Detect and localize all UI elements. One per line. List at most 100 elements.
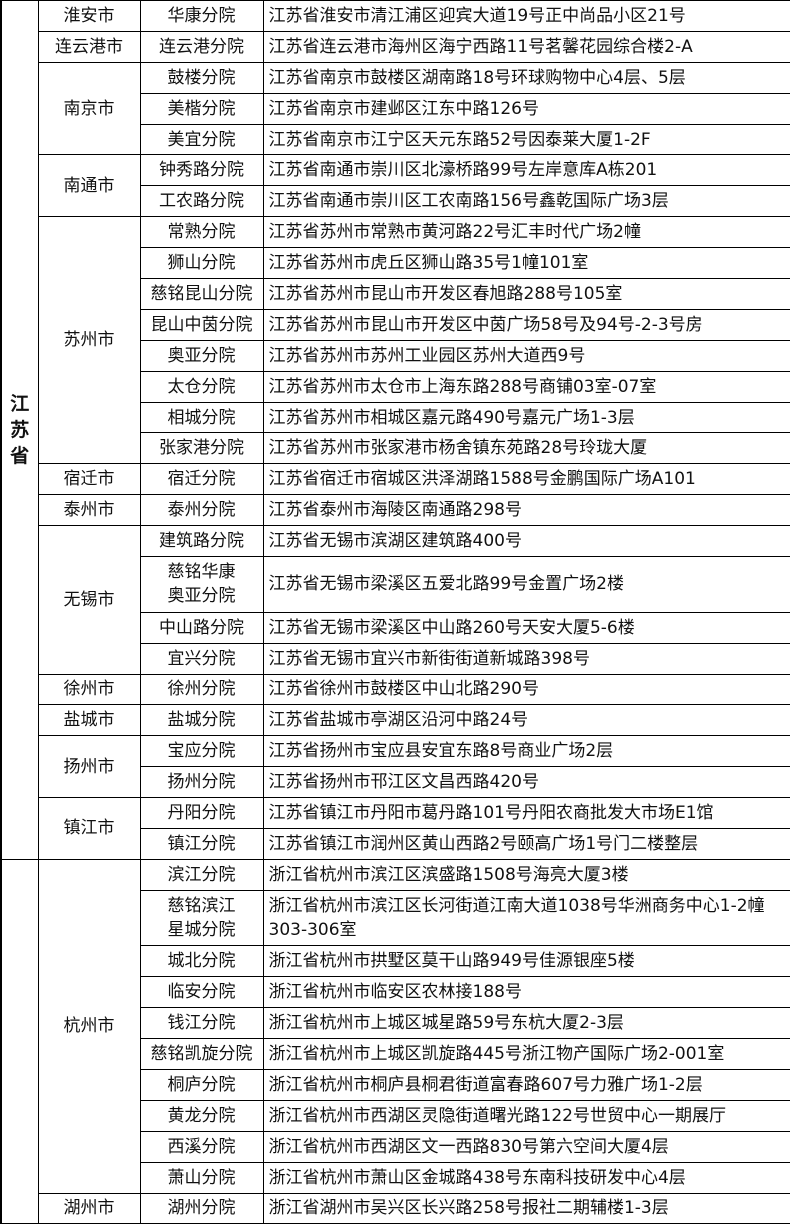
branch-cell: 张家港分院 bbox=[139, 432, 264, 465]
branch-cell: 萧山分院 bbox=[139, 1161, 264, 1194]
branch-cell: 宜兴分院 bbox=[139, 642, 264, 675]
branch-cell: 滨江分院 bbox=[139, 858, 264, 891]
address-cell: 浙江省杭州市滨江区滨盛路1508号海亮大厦3楼 bbox=[262, 858, 790, 891]
city-cell: 南通市 bbox=[37, 154, 141, 218]
address-cell: 江苏省扬州市宝应县安宜东路8号商业广场2层 bbox=[262, 735, 790, 768]
branch-cell: 慈铭昆山分院 bbox=[139, 278, 264, 310]
address-cell: 江苏省镇江市丹阳市葛丹路101号丹阳农商批发大市场E1馆 bbox=[262, 797, 790, 829]
table-row: 湖州市 湖州分院 浙江省湖州市吴兴区长兴路258号报社二期辅楼1-3层 bbox=[1, 1192, 790, 1224]
table-row: 江苏省 淮安市 华康分院 江苏省淮安市清江浦区迎宾大道19号正中尚品小区21号 bbox=[0, 0, 790, 860]
province-cell bbox=[0, 858, 39, 1224]
branch-cell: 慈铭凯旋分院 bbox=[139, 1038, 264, 1070]
branch-cell: 泰州分院 bbox=[139, 494, 264, 527]
branch-cell: 湖州分院 bbox=[139, 1192, 264, 1224]
table-row: 扬州市 宝应分院 江苏省扬州市宝应县安宜东路8号商业广场2层 bbox=[1, 735, 790, 799]
address-cell: 浙江省杭州市萧山区金城路438号东南科技研发中心4层 bbox=[262, 1161, 790, 1194]
branch-cell: 丹阳分院 bbox=[139, 797, 264, 829]
table-row: 太仓分院 江苏省苏州市太仓市上海东路288号商铺03室-07室 bbox=[1, 370, 790, 403]
table-row: 南京市 鼓楼分院 江苏省南京市鼓楼区湖南路18号环球购物中心4层、5层 bbox=[1, 61, 790, 156]
address-cell: 江苏省无锡市滨湖区建筑路400号 bbox=[262, 525, 790, 558]
table-row: 盐城市 盐城分院 江苏省盐城市亭湖区沿河中路24号 bbox=[1, 704, 790, 737]
address-cell: 江苏省无锡市梁溪区中山路260号天安大厦5-6楼 bbox=[262, 611, 790, 644]
address-cell: 江苏省南京市江宁区天元东路52号因泰莱大厦1-2F bbox=[262, 123, 790, 156]
branch-cell: 钟秀路分院 bbox=[139, 154, 264, 187]
table-row: 临安分院 浙江省杭州市临安区农林接188号 bbox=[1, 976, 790, 1009]
branch-cell: 盐城分院 bbox=[139, 704, 264, 737]
address-cell: 江苏省无锡市梁溪区五爱北路99号金置广场2楼 bbox=[262, 556, 790, 613]
address-cell: 江苏省苏州市太仓市上海东路288号商铺03室-07室 bbox=[262, 370, 790, 403]
address-cell: 江苏省苏州市苏州工业园区苏州大道西9号 bbox=[262, 339, 790, 372]
table-row: 宿迁市 宿迁分院 江苏省宿迁市宿城区洪泽湖路1588号金鹏国际广场A101 bbox=[1, 463, 790, 496]
address-cell: 江苏省苏州市相城区嘉元路490号嘉元广场1-3层 bbox=[262, 401, 790, 434]
table-row: 苏州市 常熟分院 江苏省苏州市常熟市黄河路22号汇丰时代广场2幢 bbox=[1, 216, 790, 465]
branch-cell: 城北分院 bbox=[139, 945, 264, 978]
address-cell: 江苏省苏州市虎丘区狮山路35号1幢101室 bbox=[262, 247, 790, 280]
branch-cell: 西溪分院 bbox=[139, 1130, 264, 1163]
address-cell: 浙江省杭州市上城区城星路59号东杭大厦2-3层 bbox=[262, 1007, 790, 1040]
table-row: 桐庐分院 浙江省杭州市桐庐县桐君街道富春路607号力雅广场1-2层 bbox=[1, 1068, 790, 1101]
address-cell: 浙江省杭州市西湖区灵隐街道曙光路122号世贸中心一期展厅 bbox=[262, 1099, 790, 1132]
branch-cell: 镇江分院 bbox=[139, 827, 264, 860]
table-row: 镇江分院 江苏省镇江市润州区黄山西路2号颐高广场1号门二楼整层 bbox=[1, 827, 790, 860]
table-row: 镇江市 丹阳分院 江苏省镇江市丹阳市葛丹路101号丹阳农商批发大市场E1馆 bbox=[1, 797, 790, 860]
address-cell: 江苏省泰州市海陵区南通路298号 bbox=[262, 494, 790, 527]
table-row: 宜兴分院 江苏省无锡市宜兴市新街街道新城路398号 bbox=[1, 642, 790, 675]
address-cell: 江苏省扬州市邗江区文昌西路420号 bbox=[262, 766, 790, 799]
table-row: 工农路分院 江苏省南通市崇川区工农南路156号鑫乾国际广场3层 bbox=[1, 185, 790, 218]
address-cell: 江苏省镇江市润州区黄山西路2号颐高广场1号门二楼整层 bbox=[262, 827, 790, 860]
branch-cell: 桐庐分院 bbox=[139, 1068, 264, 1101]
province-name: 江苏省 bbox=[10, 392, 30, 467]
address-cell: 浙江省杭州市西湖区文一西路830号第六空间大厦4层 bbox=[262, 1130, 790, 1163]
branch-cell: 中山路分院 bbox=[139, 611, 264, 644]
address-cell: 浙江省湖州市吴兴区长兴路258号报社二期辅楼1-3层 bbox=[262, 1192, 790, 1224]
branch-cell: 临安分院 bbox=[139, 976, 264, 1009]
city-cell: 苏州市 bbox=[37, 216, 141, 465]
table-row: 无锡市 建筑路分院 江苏省无锡市滨湖区建筑路400号 bbox=[1, 525, 790, 675]
address-cell: 江苏省无锡市宜兴市新街街道新城路398号 bbox=[262, 642, 790, 675]
branch-cell: 慈铭滨江 星城分院 bbox=[139, 889, 264, 947]
table-row: 奥亚分院 江苏省苏州市苏州工业园区苏州大道西9号 bbox=[1, 339, 790, 372]
table-row: 慈铭凯旋分院 浙江省杭州市上城区凯旋路445号浙江物产国际广场2-001室 bbox=[1, 1038, 790, 1070]
table-row: 黄龙分院 浙江省杭州市西湖区灵隐街道曙光路122号世贸中心一期展厅 bbox=[1, 1099, 790, 1132]
city-cell: 连云港市 bbox=[37, 30, 141, 63]
address-cell: 江苏省苏州市常熟市黄河路22号汇丰时代广场2幢 bbox=[262, 216, 790, 249]
province-cell: 江苏省 bbox=[0, 0, 39, 860]
city-cell: 杭州市 bbox=[37, 858, 141, 1194]
address-cell: 浙江省杭州市临安区农林接188号 bbox=[262, 976, 790, 1009]
address-cell: 江苏省宿迁市宿城区洪泽湖路1588号金鹏国际广场A101 bbox=[262, 463, 790, 496]
address-cell: 江苏省苏州市昆山市开发区春旭路288号105室 bbox=[262, 278, 790, 310]
city-cell: 湖州市 bbox=[37, 1192, 141, 1224]
branch-cell: 宿迁分院 bbox=[139, 463, 264, 496]
address-cell: 江苏省苏州市昆山市开发区中茵广场58号及94号-2-3号房 bbox=[262, 308, 790, 341]
table-row: 慈铭昆山分院 江苏省苏州市昆山市开发区春旭路288号105室 bbox=[1, 278, 790, 310]
table-row: 慈铭华康 奥亚分院 江苏省无锡市梁溪区五爱北路99号金置广场2楼 bbox=[1, 556, 790, 613]
address-cell: 江苏省连云港市海州区海宁西路11号茗馨花园综合楼2-A bbox=[262, 30, 790, 63]
city-cell: 徐州市 bbox=[37, 673, 141, 706]
branch-cell: 扬州分院 bbox=[139, 766, 264, 799]
table-row: 钱江分院 浙江省杭州市上城区城星路59号东杭大厦2-3层 bbox=[1, 1007, 790, 1040]
table-row: 连云港市 连云港分院 江苏省连云港市海州区海宁西路11号茗馨花园综合楼2-A bbox=[1, 30, 790, 63]
table-row: 狮山分院 江苏省苏州市虎丘区狮山路35号1幢101室 bbox=[1, 247, 790, 280]
table-row: 相城分院 江苏省苏州市相城区嘉元路490号嘉元广场1-3层 bbox=[1, 401, 790, 434]
table-row: 扬州分院 江苏省扬州市邗江区文昌西路420号 bbox=[1, 766, 790, 799]
address-cell: 浙江省杭州市桐庐县桐君街道富春路607号力雅广场1-2层 bbox=[262, 1068, 790, 1101]
branch-cell: 慈铭华康 奥亚分院 bbox=[139, 556, 264, 613]
branch-cell: 鼓楼分院 bbox=[139, 61, 264, 94]
address-cell: 江苏省南通市崇川区工农南路156号鑫乾国际广场3层 bbox=[262, 185, 790, 218]
address-cell: 江苏省盐城市亭湖区沿河中路24号 bbox=[262, 704, 790, 737]
address-cell: 江苏省徐州市鼓楼区中山北路290号 bbox=[262, 673, 790, 706]
branch-cell: 美楷分院 bbox=[139, 92, 264, 125]
address-cell: 江苏省苏州市张家港市杨舍镇东苑路28号玲珑大厦 bbox=[262, 432, 790, 465]
branch-cell: 工农路分院 bbox=[139, 185, 264, 218]
table-row: 中山路分院 江苏省无锡市梁溪区中山路260号天安大厦5-6楼 bbox=[1, 611, 790, 644]
address-cell: 江苏省淮安市清江浦区迎宾大道19号正中尚品小区21号 bbox=[262, 0, 790, 32]
address-cell: 浙江省杭州市拱墅区莫干山路949号佳源银座5楼 bbox=[262, 945, 790, 978]
branch-cell: 奥亚分院 bbox=[139, 339, 264, 372]
city-cell: 淮安市 bbox=[37, 0, 141, 32]
table-row: 南通市 钟秀路分院 江苏省南通市崇川区北濠桥路99号左岸意库A栋201 bbox=[1, 154, 790, 218]
branch-cell: 宝应分院 bbox=[139, 735, 264, 768]
branch-cell: 钱江分院 bbox=[139, 1007, 264, 1040]
city-cell: 盐城市 bbox=[37, 704, 141, 737]
